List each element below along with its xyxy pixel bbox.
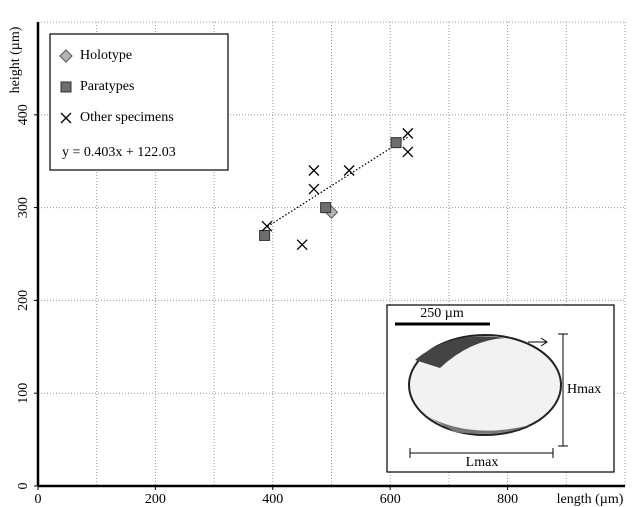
point [308, 165, 320, 176]
y-axis-label: height (µm) [8, 26, 23, 93]
hmax-label: Hmax [567, 382, 601, 397]
legend-marker [60, 81, 72, 93]
inset: 250 µm Hmax Lmax [386, 304, 615, 473]
x-tick-label: 600 [380, 492, 401, 507]
x-tick-label: 0 [35, 492, 42, 507]
legend-label: Other specimens [80, 110, 174, 125]
point [308, 183, 320, 195]
legend-box [49, 33, 229, 171]
y-tick-label: 200 [16, 290, 31, 311]
point [259, 229, 271, 241]
point [296, 239, 308, 251]
y-tick-label: 300 [16, 197, 31, 218]
legend-marker [59, 49, 73, 63]
y-tick-label: 400 [16, 104, 31, 125]
trendline [264, 136, 409, 229]
point [402, 146, 414, 158]
legend-label: Paratypes [80, 79, 134, 94]
point [261, 220, 273, 232]
point [402, 127, 414, 139]
legend-label: Holotype [80, 48, 132, 63]
y-tick-label: 100 [16, 383, 31, 404]
specimen-shading [425, 415, 530, 434]
x-tick-label: 200 [145, 492, 166, 507]
legend-marker [60, 112, 72, 124]
specimen-shading [415, 336, 505, 368]
x-axis-label: length (µm) [557, 492, 624, 507]
arrow-head [540, 337, 548, 347]
point [343, 165, 355, 176]
lmax-label: Lmax [466, 455, 499, 470]
point [320, 202, 332, 214]
x-tick-label: 800 [497, 492, 518, 507]
scale-bar-label: 250 µm [420, 306, 464, 321]
y-tick-label: 0 [16, 483, 31, 490]
point [390, 137, 402, 149]
trendline-label: y = 0.403x + 122.03 [62, 145, 176, 160]
x-tick-label: 400 [262, 492, 283, 507]
